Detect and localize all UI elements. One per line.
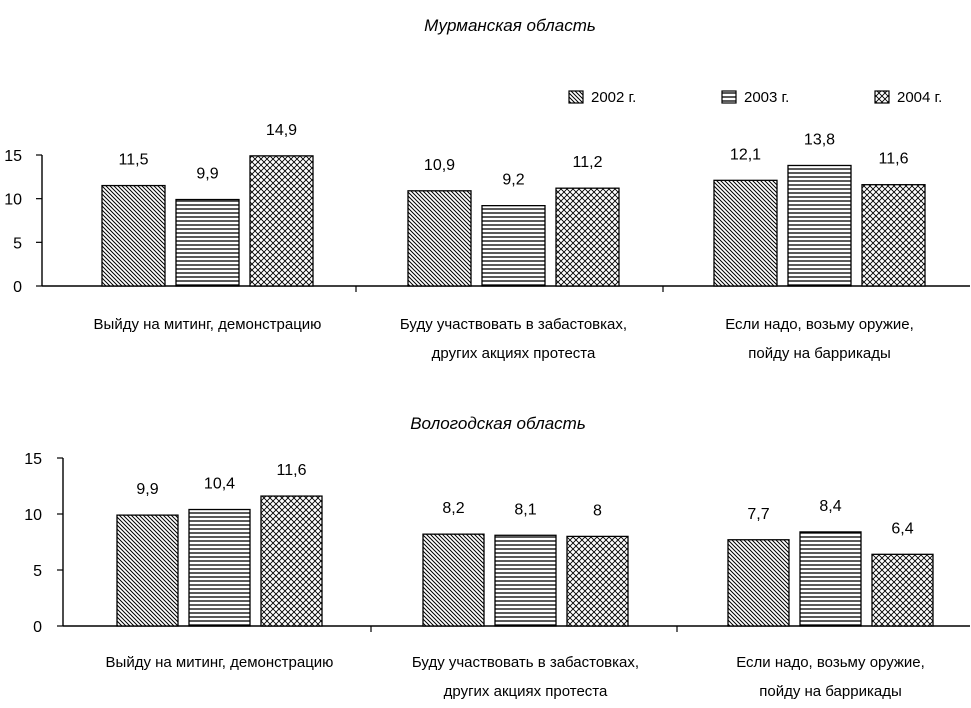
- chart-1-bar-2-2: [494, 534, 557, 627]
- chart-0-category-label: Выйду на митинг, демонстрацию: [94, 316, 322, 333]
- chart-1-data-label: 8,2: [442, 500, 464, 517]
- chart-0-bar-2-3: [555, 187, 620, 287]
- chart-0-category-label: пойду на баррикады: [748, 345, 890, 362]
- chart-1-bar-2-3: [566, 535, 629, 627]
- chart-1-bar-1-2: [188, 508, 251, 627]
- chart-1-data-label: 7,7: [747, 506, 769, 523]
- chart-1-category-label: пойду на баррикады: [759, 683, 901, 700]
- chart-1-data-label: 8,1: [514, 501, 536, 518]
- chart-0-legend-label-3: 2004 г.: [897, 89, 942, 106]
- chart-0-y-tick-label: 5: [13, 235, 22, 252]
- chart-0-data-label: 12,1: [730, 146, 761, 163]
- chart-0-data-label: 11,2: [573, 154, 603, 171]
- chart-1-category-label: Если надо, возьму оружие,: [736, 654, 925, 671]
- chart-0-bar-3-3: [861, 184, 926, 287]
- chart-0-legend-swatch-3: [874, 90, 890, 104]
- chart-0-data-label: 11,6: [879, 151, 909, 168]
- chart-1-data-label: 11,6: [277, 462, 307, 479]
- chart-0-bar-3-1: [713, 179, 778, 287]
- chart-1-data-label: 9,9: [136, 481, 158, 498]
- chart-1-bar-1-3: [260, 495, 323, 627]
- chart-1-y-tick-label: 10: [24, 507, 42, 524]
- chart-0-category-label: Если надо, возьму оружие,: [725, 316, 914, 333]
- chart-1-category-label: Буду участвовать в забастовках,: [412, 654, 639, 671]
- chart-0-title: Мурманская область: [424, 16, 596, 35]
- chart-0-data-label: 9,2: [502, 172, 524, 189]
- chart-0-category-label: других акциях протеста: [432, 345, 596, 362]
- chart-1-title: Вологодская область: [410, 414, 586, 433]
- chart-1-data-label: 6,4: [891, 520, 913, 537]
- chart-0-bar-2-2: [481, 205, 546, 287]
- chart-0-data-label: 9,9: [196, 166, 218, 183]
- chart-0-bar-1-1: [101, 184, 166, 287]
- chart-0-bar-1-2: [175, 198, 240, 287]
- chart-1-category-label: других акциях протеста: [444, 683, 608, 700]
- chart-1-data-label: 10,4: [204, 476, 235, 493]
- chart-1-data-label: 8: [593, 502, 602, 519]
- chart-0-y-tick-label: 15: [4, 148, 22, 165]
- chart-1-y-tick-label: 15: [24, 451, 42, 468]
- chart-1-bar-2-1: [422, 533, 485, 627]
- chart-0-legend-swatch-2: [721, 90, 737, 104]
- chart-0-bar-1-3: [249, 155, 314, 287]
- chart-0-bar-2-1: [407, 190, 472, 287]
- chart-0-y-tick-label: 0: [13, 279, 22, 296]
- chart-0-data-label: 14,9: [266, 122, 297, 139]
- chart-0-legend-label-1: 2002 г.: [591, 89, 636, 106]
- chart-0-legend-label-2: 2003 г.: [744, 89, 789, 106]
- chart-0-bar-3-2: [787, 164, 852, 287]
- chart-0-legend-swatch-1: [568, 90, 584, 104]
- chart-0-data-label: 13,8: [804, 131, 835, 148]
- chart-0-data-label: 10,9: [424, 157, 455, 174]
- chart-1-bar-3-1: [727, 539, 790, 627]
- chart-0-y-tick-label: 10: [4, 192, 22, 209]
- chart-1-category-label: Выйду на митинг, демонстрацию: [106, 654, 334, 671]
- chart-1-y-tick-label: 0: [33, 619, 42, 636]
- chart-1-data-label: 8,4: [819, 498, 841, 515]
- chart-0-data-label: 11,5: [119, 152, 149, 169]
- chart-1-bar-3-3: [871, 553, 934, 627]
- chart-1-bar-1-1: [116, 514, 179, 627]
- chart-1-bar-3-2: [799, 531, 862, 627]
- chart-1-y-tick-label: 5: [33, 563, 42, 580]
- chart-0-category-label: Буду участвовать в забастовках,: [400, 316, 627, 333]
